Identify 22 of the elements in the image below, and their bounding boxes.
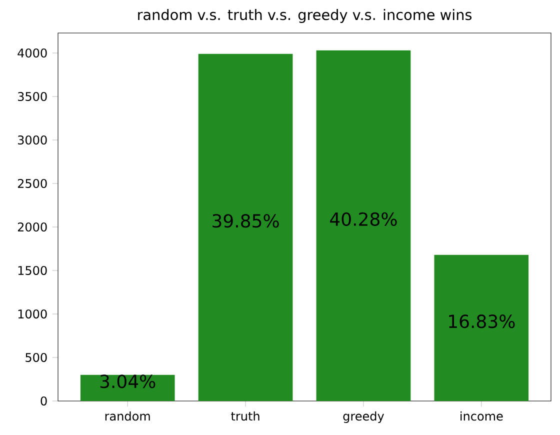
bar bbox=[80, 374, 175, 401]
annotation: 16.83% bbox=[449, 314, 515, 328]
chart-title: random v.s. truth v.s. greedy v.s. income wins bbox=[138, 9, 472, 23]
y-tick-label: 3500 bbox=[18, 92, 47, 102]
bar bbox=[434, 254, 529, 401]
annotation: 39.85% bbox=[212, 214, 279, 228]
annotation: 40.28% bbox=[330, 212, 397, 226]
y-tick-label: 2500 bbox=[18, 178, 47, 188]
x-tick-label: random bbox=[105, 411, 150, 421]
y-tick-label: 1500 bbox=[18, 266, 47, 276]
y-tick-label: 1000 bbox=[18, 309, 47, 319]
bar bbox=[198, 54, 293, 401]
bar bbox=[316, 50, 411, 401]
x-tick-label: greedy bbox=[343, 411, 384, 423]
y-tick-label: 2000 bbox=[18, 222, 47, 232]
y-tick-label: 0 bbox=[40, 396, 47, 406]
x-tick-label: truth bbox=[231, 411, 260, 421]
x-tick-label: income bbox=[460, 411, 503, 421]
y-tick-label: 3000 bbox=[18, 135, 47, 145]
annotation: 3.04% bbox=[100, 374, 156, 388]
y-tick-label: 500 bbox=[26, 352, 47, 362]
y-tick-label: 4000 bbox=[18, 48, 47, 58]
